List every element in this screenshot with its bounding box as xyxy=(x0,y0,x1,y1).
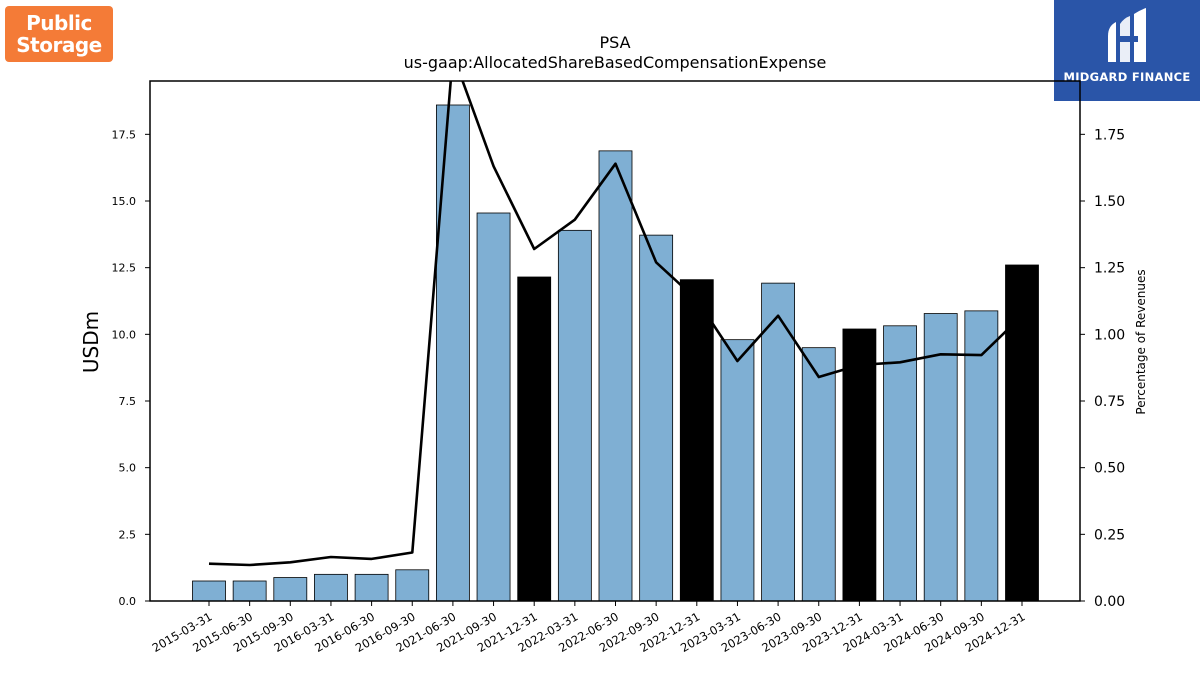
bar-2021-12-31 xyxy=(517,276,552,602)
y2-tick-label: 0.75 xyxy=(1094,394,1125,410)
bar-2022-06-30 xyxy=(598,150,633,602)
chart-subtitle: us-gaap:AllocatedShareBasedCompensationE… xyxy=(404,53,827,72)
y2-tick-label: 0.25 xyxy=(1094,527,1125,543)
y-tick-label: 5.0 xyxy=(119,462,137,475)
bar-2015-06-30 xyxy=(232,580,267,602)
bar-2016-06-30 xyxy=(354,573,389,602)
chart-title: PSA xyxy=(599,33,630,52)
logo-left-line2: Storage xyxy=(16,33,102,57)
bar-2015-03-31 xyxy=(192,580,226,602)
bar-2016-03-31 xyxy=(314,573,348,602)
y-tick-label: 12.5 xyxy=(112,262,137,275)
bar-2022-12-31 xyxy=(679,279,714,602)
pct-revenue-line xyxy=(208,81,1023,567)
bar-2023-12-31 xyxy=(842,328,877,602)
bar-2023-09-30 xyxy=(801,347,836,602)
y-tick-label: 17.5 xyxy=(112,128,137,141)
y-tick-label: 7.5 xyxy=(119,395,137,408)
public-storage-logo: Public Storage xyxy=(5,6,113,62)
bar-2023-03-31 xyxy=(720,339,755,602)
midgard-finance-logo: MIDGARD FINANCE xyxy=(1054,0,1200,101)
y2-tick-label: 1.00 xyxy=(1094,327,1125,343)
bar-2023-06-30 xyxy=(761,282,795,602)
y-axis-right: 0.00 0.25 0.50 0.75 1.00 1.25 1.50 1.75 xyxy=(1080,127,1125,610)
bar-2024-06-30 xyxy=(923,313,958,602)
midgard-brand-name: MIDGARD FINANCE xyxy=(1063,70,1191,84)
y-axis-label: USDm xyxy=(79,311,103,373)
bar-2024-09-30 xyxy=(964,310,999,602)
y-tick-label: 0.0 xyxy=(119,595,137,608)
bar-2022-09-30 xyxy=(639,234,674,602)
midgard-mark-icon xyxy=(1108,8,1146,62)
bar-2021-06-30 xyxy=(435,104,470,602)
y-tick-label: 10.0 xyxy=(112,328,137,341)
line-layer xyxy=(208,81,1023,567)
bars-layer xyxy=(192,104,1039,602)
y2-tick-label: 1.25 xyxy=(1094,261,1125,277)
y-tick-label: 2.5 xyxy=(119,528,137,541)
y2-tick-label: 1.50 xyxy=(1094,194,1125,210)
y2-tick-label: 0.00 xyxy=(1094,594,1125,610)
y2-tick-label: 0.50 xyxy=(1094,461,1125,477)
bar-2024-03-31 xyxy=(883,325,917,602)
bar-2022-03-31 xyxy=(557,229,592,602)
logo-left-line1: Public xyxy=(26,11,92,35)
bar-2016-09-30 xyxy=(395,569,430,602)
y2-tick-label: 1.75 xyxy=(1094,127,1125,143)
x-axis: 2015-03-312015-06-302015-09-302016-03-31… xyxy=(150,601,1028,655)
y-tick-label: 15.0 xyxy=(112,195,137,208)
bar-2015-09-30 xyxy=(273,577,308,602)
bar-2021-09-30 xyxy=(476,212,511,602)
y2-axis-label: Percentage of Revenues xyxy=(1134,269,1148,414)
y-axis-left: 0.0 2.5 5.0 7.5 10.0 12.5 15.0 17.5 xyxy=(112,128,150,608)
bar-2024-12-31 xyxy=(1005,264,1039,602)
